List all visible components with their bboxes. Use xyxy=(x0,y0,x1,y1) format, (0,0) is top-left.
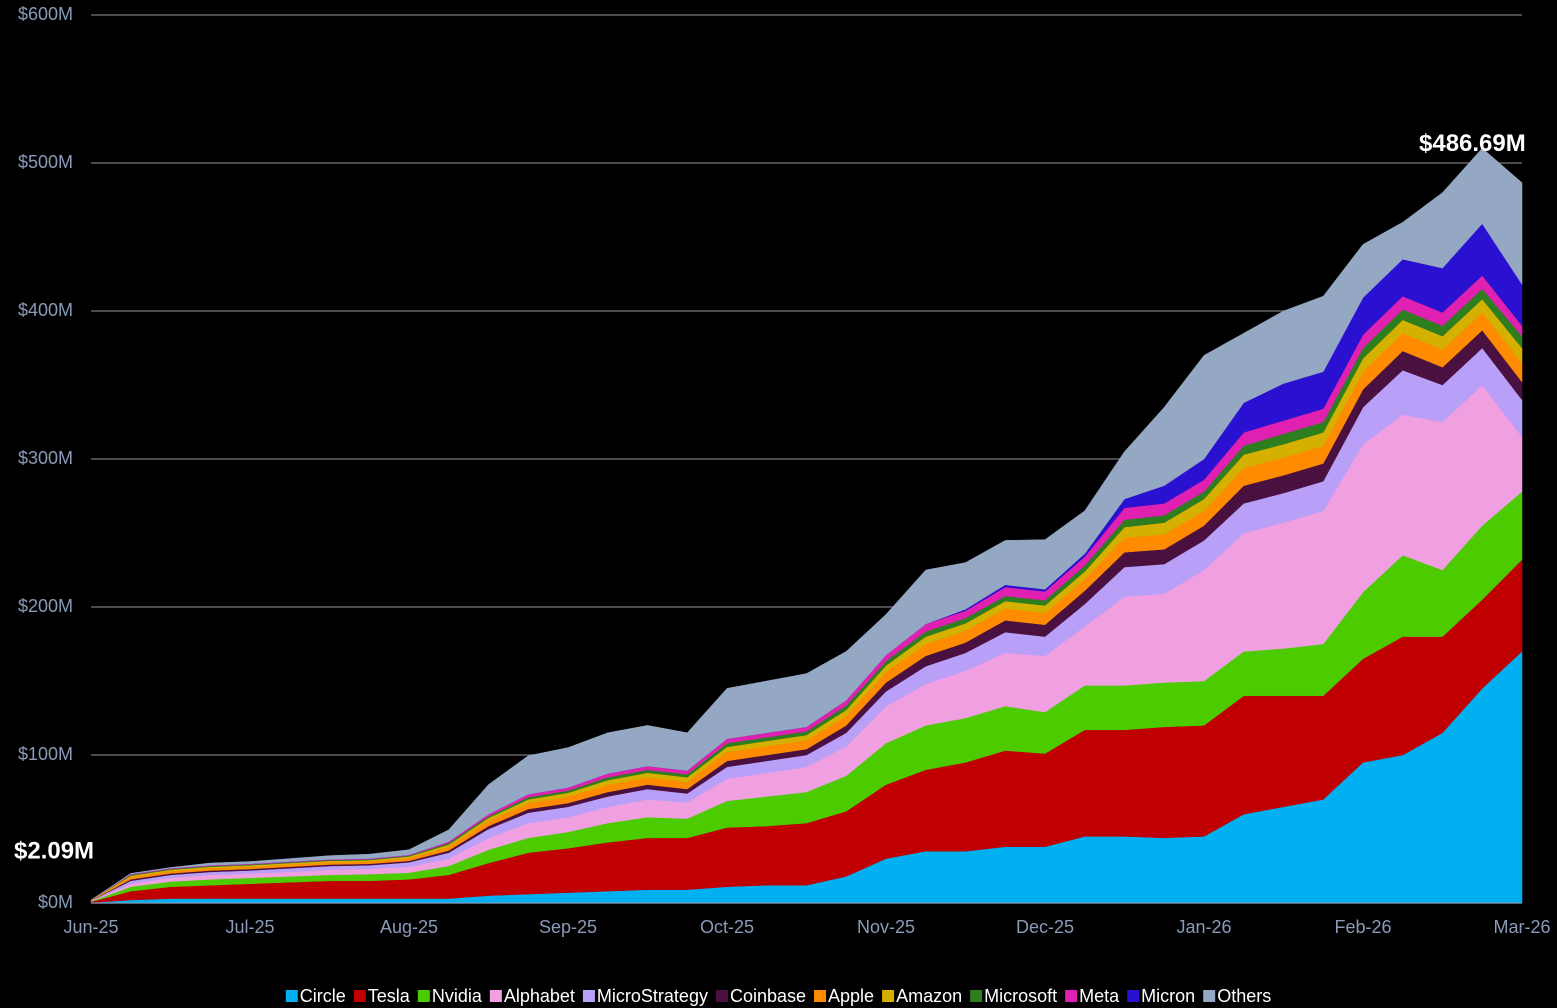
y-tick-label: $400M xyxy=(18,300,73,320)
legend-label: Nvidia xyxy=(432,986,483,1006)
annotation: $2.09M xyxy=(14,837,94,864)
x-tick-label: Jan-26 xyxy=(1176,917,1231,937)
legend-swatch xyxy=(1127,990,1140,1002)
area xyxy=(90,147,1523,901)
y-tick-label: $300M xyxy=(18,448,73,468)
x-tick-label: Jun-25 xyxy=(63,917,118,937)
legend-swatch xyxy=(285,990,298,1002)
x-tick-label: Feb-26 xyxy=(1334,917,1391,937)
legend-label: Meta xyxy=(1079,986,1120,1006)
legend-label: Apple xyxy=(828,986,874,1006)
legend-label: Coinbase xyxy=(730,986,806,1006)
y-tick-label: $500M xyxy=(18,152,73,172)
legend-swatch xyxy=(882,990,895,1002)
legend-label: Amazon xyxy=(896,986,962,1006)
legend-swatch xyxy=(489,990,502,1002)
legend-label: Microsoft xyxy=(984,986,1057,1006)
legend: Circle Tesla Nvidia Alphabet MicroStrategy Co… xyxy=(285,986,1271,1006)
y-tick-label: $600M xyxy=(18,4,73,24)
legend-label: MicroStrategy xyxy=(597,986,708,1006)
annotation: $486.69M xyxy=(1419,130,1526,157)
legend-label: Others xyxy=(1217,986,1271,1006)
y-tick-label: $100M xyxy=(18,744,73,764)
x-tick-label: Oct-25 xyxy=(700,917,754,937)
legend-label: Circle xyxy=(300,986,346,1006)
legend-swatch xyxy=(353,990,366,1002)
legend-swatch xyxy=(715,990,728,1002)
x-tick-label: Sep-25 xyxy=(539,917,597,937)
x-tick-label: Aug-25 xyxy=(380,917,438,937)
legend-swatch xyxy=(970,990,983,1002)
legend-swatch xyxy=(582,990,595,1002)
y-tick-label: $0M xyxy=(38,892,73,912)
x-tick-label: Mar-26 xyxy=(1493,917,1550,937)
x-tick-label: Nov-25 xyxy=(857,917,915,937)
legend-label: Tesla xyxy=(368,986,411,1006)
x-tick-label: Dec-25 xyxy=(1016,917,1074,937)
legend-label: Alphabet xyxy=(504,986,575,1006)
legend-swatch xyxy=(417,990,430,1002)
legend-label: Micron xyxy=(1141,986,1195,1006)
y-tick-label: $200M xyxy=(18,596,73,616)
x-tick-label: Jul-25 xyxy=(225,917,274,937)
legend-swatch xyxy=(814,990,827,1002)
legend-swatch xyxy=(1065,990,1078,1002)
legend-swatch xyxy=(1203,990,1216,1002)
